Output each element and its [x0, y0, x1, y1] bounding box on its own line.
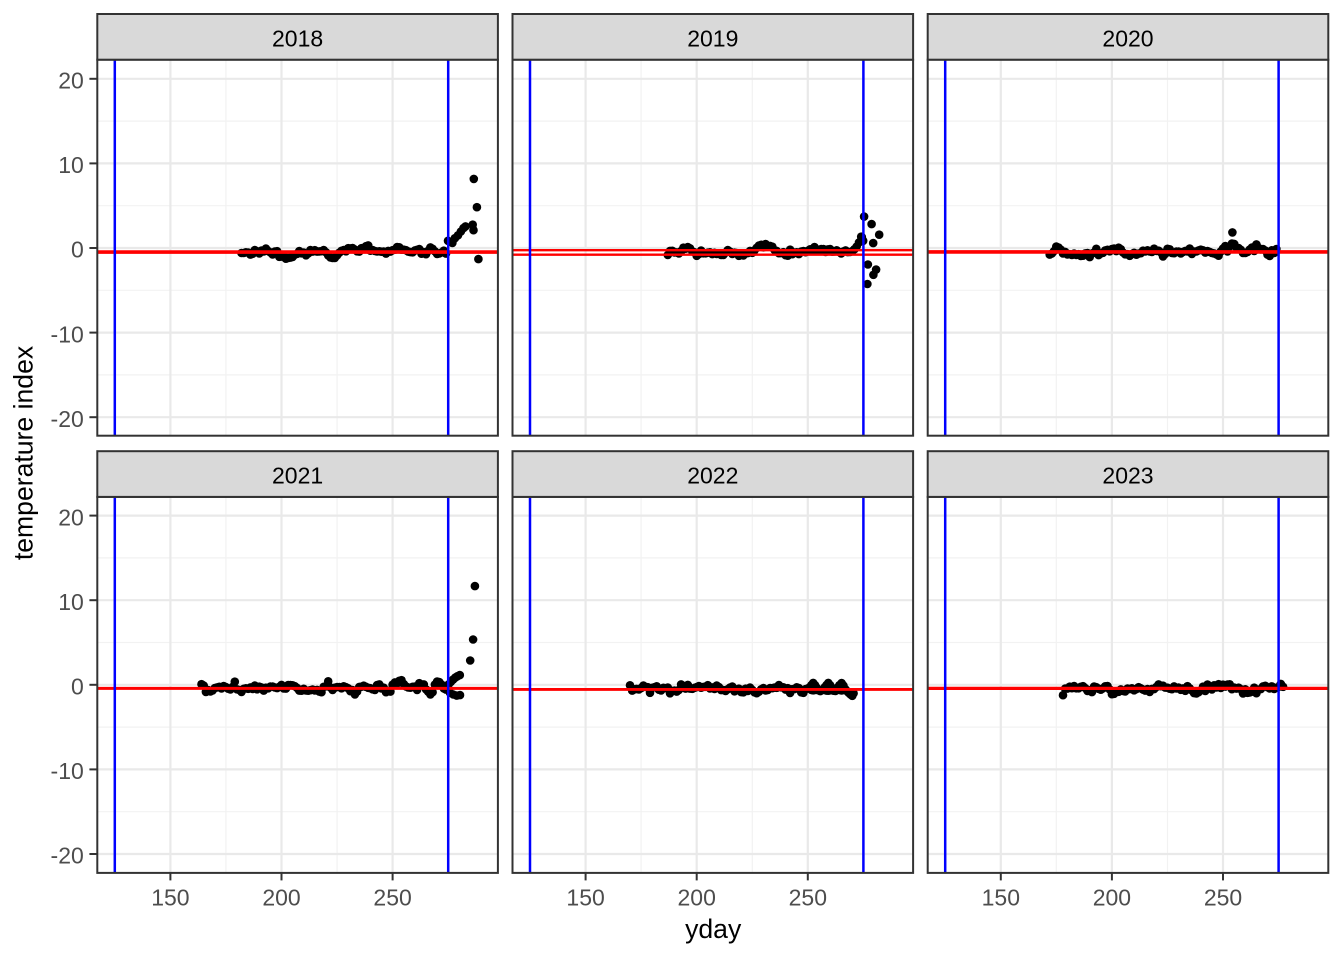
svg-text:0: 0 — [71, 674, 84, 700]
svg-text:2018: 2018 — [272, 25, 323, 51]
svg-text:200: 200 — [262, 884, 300, 910]
svg-text:2020: 2020 — [1102, 25, 1153, 51]
svg-text:150: 150 — [566, 884, 604, 910]
svg-text:-10: -10 — [51, 321, 84, 347]
svg-text:150: 150 — [982, 884, 1020, 910]
svg-text:-10: -10 — [51, 758, 84, 784]
svg-text:10: 10 — [58, 152, 84, 178]
svg-text:20: 20 — [58, 504, 84, 530]
svg-text:2021: 2021 — [272, 463, 323, 489]
svg-text:150: 150 — [151, 884, 189, 910]
svg-text:200: 200 — [1093, 884, 1131, 910]
svg-text:2023: 2023 — [1102, 463, 1153, 489]
svg-text:yday: yday — [685, 914, 742, 944]
svg-text:0: 0 — [71, 237, 84, 263]
svg-text:2019: 2019 — [687, 25, 738, 51]
svg-text:temperature index: temperature index — [8, 345, 38, 560]
svg-text:250: 250 — [373, 884, 411, 910]
svg-text:-20: -20 — [51, 843, 84, 869]
svg-text:2022: 2022 — [687, 463, 738, 489]
svg-text:250: 250 — [1204, 884, 1242, 910]
svg-text:200: 200 — [678, 884, 716, 910]
svg-text:-20: -20 — [51, 406, 84, 432]
svg-text:250: 250 — [789, 884, 827, 910]
svg-text:20: 20 — [58, 68, 84, 94]
svg-text:10: 10 — [58, 589, 84, 615]
